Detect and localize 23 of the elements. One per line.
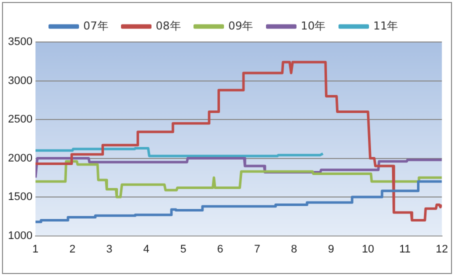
x-tick-label: 3 [106,243,112,256]
x-tick-label: 2 [69,243,76,256]
y-tick-label: 1000 [8,230,32,242]
x-tick-label: 7 [254,243,260,256]
y-tick-label: 1500 [8,191,32,204]
x-tick-label: 8 [291,243,298,256]
x-tick-label: 6 [217,243,224,256]
y-tick-label: 3500 [8,36,32,48]
y-tick-label: 2000 [8,152,32,164]
legend-label: 08年 [156,19,181,32]
x-tick-label: 10 [362,243,374,256]
x-tick-label: 5 [180,243,186,256]
legend-label: 09年 [228,19,254,32]
x-tick-label: 11 [399,243,411,256]
y-tick-label: 2500 [8,114,32,126]
x-tick-label: 4 [143,243,150,256]
legend-label: 11年 [373,19,398,32]
y-tick-label: 3000 [8,74,32,87]
legend-label: 07年 [83,19,108,32]
legend-label: 10年 [300,19,326,32]
x-tick-label: 9 [328,243,334,256]
x-tick-label: 12 [436,243,448,256]
x-tick-label: 1 [32,243,39,256]
